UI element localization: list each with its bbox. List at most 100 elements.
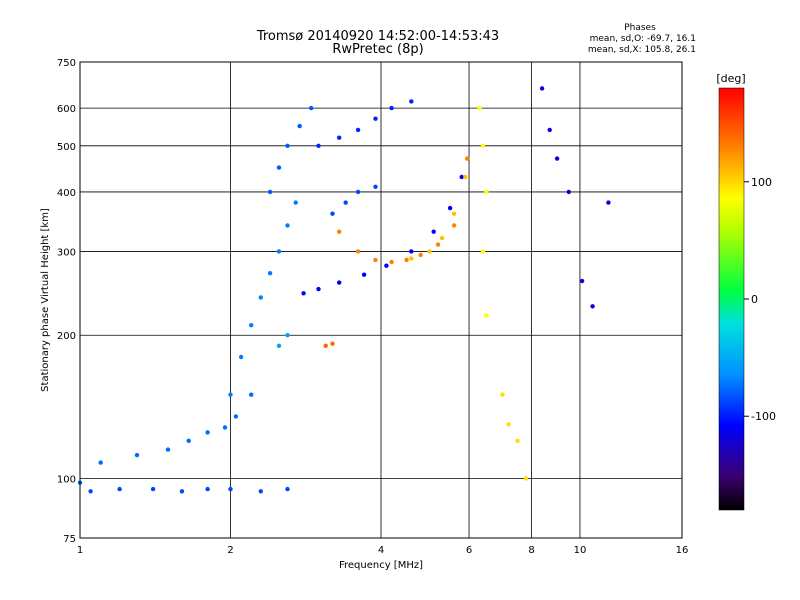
x-tick-label: 10: [574, 545, 587, 556]
y-tick-label: 75: [63, 534, 76, 545]
data-point: [465, 156, 470, 161]
data-point: [506, 422, 511, 427]
data-point: [165, 447, 171, 452]
data-point: [238, 354, 244, 360]
x-tick-label: 2: [227, 545, 233, 556]
x-axis-label: Frequency [MHz]: [339, 560, 423, 571]
data-point: [285, 223, 290, 228]
data-point: [355, 249, 361, 254]
data-point: [228, 486, 233, 492]
data-point: [316, 286, 321, 292]
chart-title: Tromsø 20140920 14:52:00-14:53:43: [256, 29, 499, 44]
data-point: [523, 476, 529, 481]
data-point: [249, 323, 254, 328]
data-point: [547, 127, 552, 133]
chart-subtitle: RwPretec (8p): [332, 42, 423, 57]
data-point: [337, 229, 342, 234]
x-tick-label: 1: [77, 545, 83, 556]
data-point: [590, 304, 595, 309]
colorbar-tick-label: 100: [751, 176, 772, 189]
data-point: [409, 249, 414, 254]
data-point: [451, 211, 457, 216]
phases-line-o: mean, sd,O: -69.7, 16.1: [590, 34, 696, 44]
data-point: [186, 438, 191, 443]
data-point: [293, 200, 298, 205]
y-tick-label: 200: [57, 331, 76, 342]
data-point: [389, 105, 394, 111]
grid-lines: [80, 62, 682, 538]
data-points: [77, 86, 611, 494]
colorbar-ticks: 100 0 -100: [744, 176, 776, 423]
y-tick-label: 600: [57, 104, 76, 115]
data-point: [309, 105, 314, 111]
data-point: [323, 343, 328, 348]
data-point: [316, 143, 321, 148]
phases-heading: Phases: [624, 23, 656, 33]
data-point: [233, 414, 239, 419]
data-point: [451, 223, 457, 228]
data-point: [355, 189, 361, 195]
data-point: [515, 438, 520, 443]
y-tick-labels: 75 100 200 300 400 500 600 750: [57, 58, 76, 545]
data-point: [258, 489, 263, 494]
data-point: [258, 295, 263, 300]
x-tick-label: 8: [528, 545, 534, 556]
data-point: [150, 486, 156, 492]
data-point: [228, 392, 233, 397]
data-point: [579, 278, 585, 284]
plot-frame: [79, 61, 683, 539]
data-point: [418, 252, 423, 258]
data-point: [447, 205, 453, 211]
data-point: [409, 99, 414, 104]
data-point: [480, 249, 486, 254]
y-tick-label: 750: [57, 58, 76, 69]
y-tick-label: 100: [57, 475, 76, 486]
x-tick-labels: 1 2 4 6 8 10 16: [77, 545, 689, 556]
data-point: [484, 313, 489, 318]
x-tick-label: 16: [676, 545, 689, 556]
data-point: [301, 291, 306, 296]
data-point: [337, 135, 342, 140]
data-point: [285, 143, 290, 148]
data-point: [267, 189, 273, 195]
data-point: [389, 259, 394, 265]
data-point: [431, 229, 436, 234]
data-point: [205, 486, 210, 492]
y-axis-label: Stationary phase Virtual Height [km]: [40, 208, 51, 392]
data-point: [361, 272, 367, 277]
data-point: [134, 452, 140, 458]
data-point: [98, 460, 103, 465]
x-tick-label: 4: [378, 545, 384, 556]
y-tick-label: 500: [57, 142, 76, 153]
data-point: [477, 105, 482, 111]
phases-line-x: mean, sd,X: 105.8, 26.1: [588, 45, 696, 55]
data-point: [285, 333, 290, 338]
colorbar-tick-label: 0: [751, 293, 758, 306]
data-point: [606, 200, 611, 205]
data-point: [285, 486, 290, 492]
data-point: [539, 86, 545, 91]
title-group: Tromsø 20140920 14:52:00-14:53:43 RwPret…: [256, 23, 696, 57]
data-point: [222, 425, 228, 430]
data-point: [205, 430, 210, 435]
data-point: [249, 392, 254, 397]
colorbar: [deg] 100 0 -100: [716, 72, 776, 511]
data-point: [330, 341, 335, 346]
data-point: [404, 257, 409, 263]
data-point: [297, 123, 302, 129]
data-point: [276, 249, 282, 254]
data-point: [409, 256, 414, 261]
data-point: [463, 174, 468, 180]
data-point: [373, 257, 378, 263]
data-point: [330, 211, 335, 216]
data-point: [500, 392, 505, 397]
data-point: [484, 189, 489, 195]
data-point: [179, 489, 185, 494]
data-point: [373, 184, 378, 189]
data-point: [373, 116, 378, 121]
y-tick-label: 300: [57, 247, 76, 258]
colorbar-gradient: [718, 87, 745, 511]
data-point: [384, 263, 389, 268]
data-point: [276, 343, 282, 348]
